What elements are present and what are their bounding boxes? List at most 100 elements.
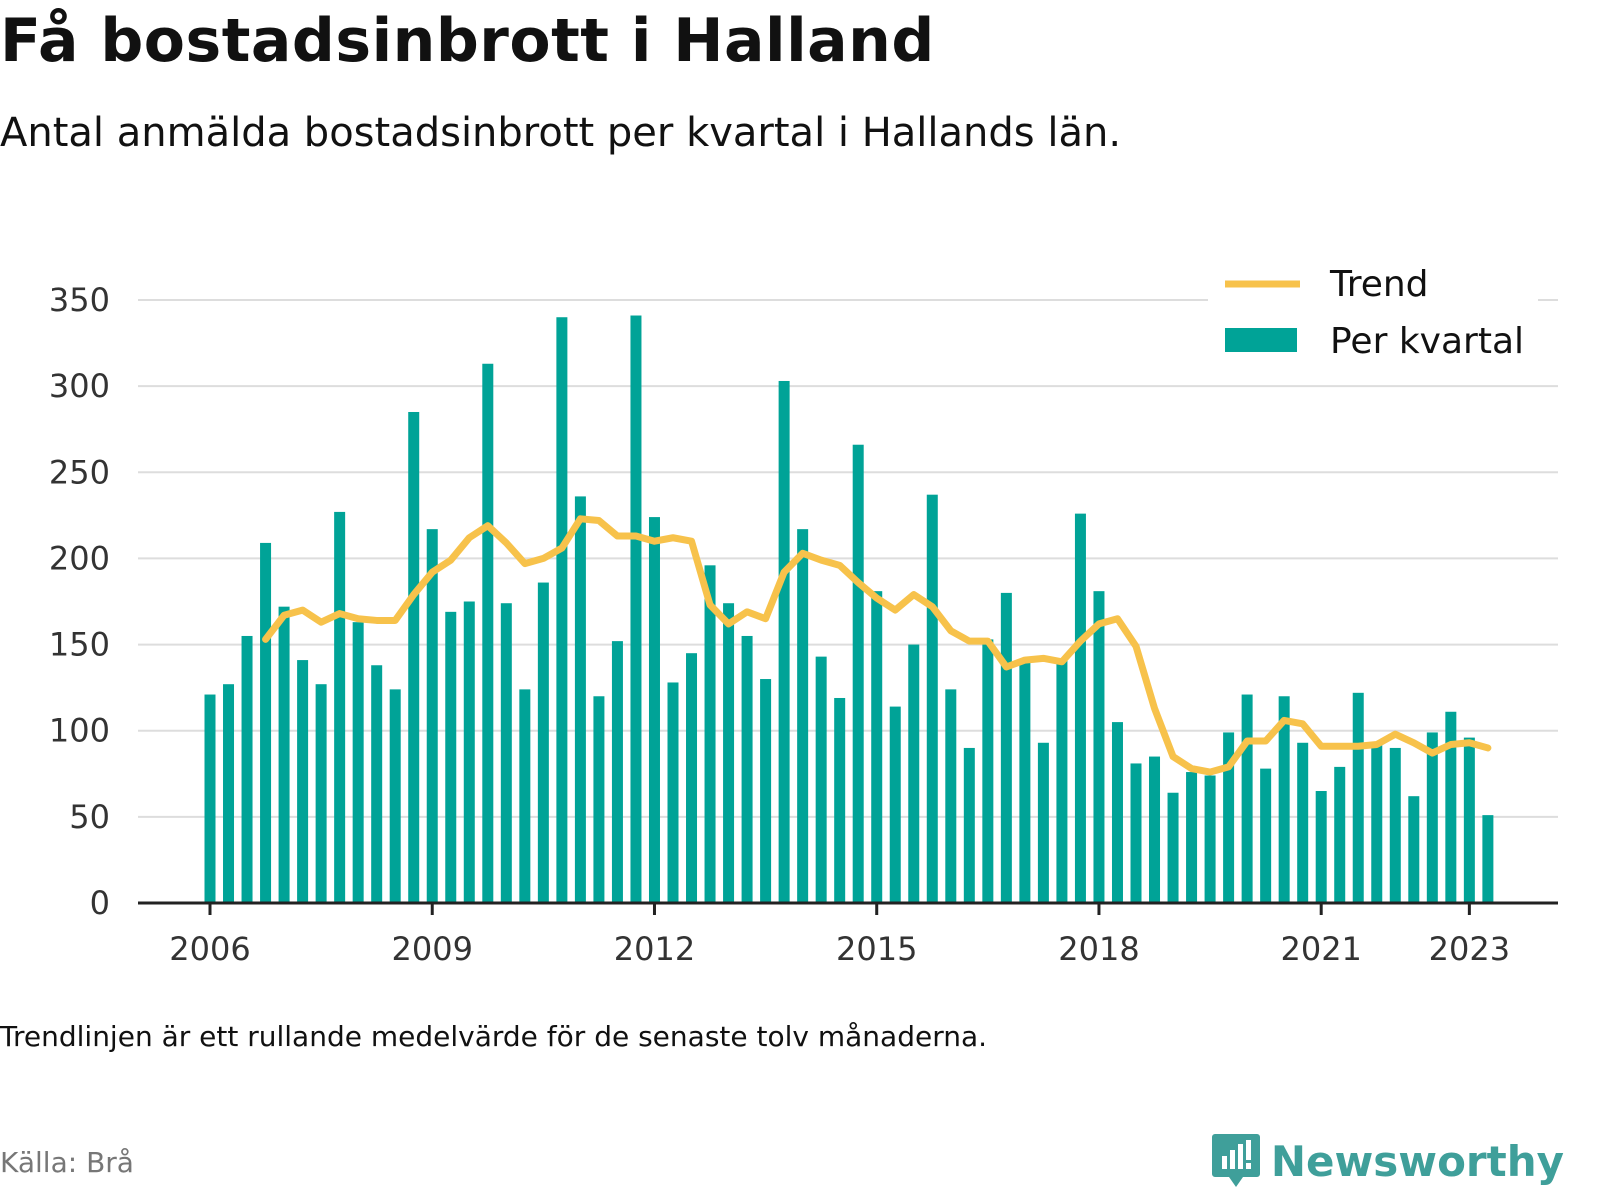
bar [556, 317, 568, 904]
bar [1074, 513, 1086, 903]
bar [1149, 756, 1161, 903]
bar [630, 315, 642, 903]
bar [445, 611, 457, 903]
bar [704, 565, 716, 903]
trend-line [262, 515, 1492, 776]
y-tick-label: 250 [49, 453, 110, 491]
legend-bar-swatch [1225, 328, 1297, 352]
bar [371, 665, 383, 903]
bar [982, 639, 994, 903]
bar [500, 603, 512, 903]
chart-note: Trendlinjen är ett rullande medelvärde f… [0, 1020, 988, 1053]
bar [1260, 768, 1272, 903]
y-tick-label: 300 [49, 367, 110, 405]
x-axis-ticks: 2006 2009 2012 2015 2018 2021 2023 [169, 903, 1510, 968]
bar [945, 689, 957, 903]
bar [889, 706, 901, 903]
bar [1278, 696, 1290, 903]
x-tick-label: 2021 [1280, 930, 1361, 968]
bar [1241, 694, 1253, 903]
bar [778, 380, 790, 904]
bar [519, 689, 531, 903]
bar [926, 494, 938, 903]
bar [1111, 722, 1123, 903]
bar [463, 601, 475, 903]
bar [1204, 775, 1216, 903]
bar [834, 697, 846, 903]
chart-title: Få bostadsinbrott i Halland [0, 6, 935, 76]
bar [1000, 592, 1012, 903]
chart-subtitle: Antal anmälda bostadsinbrott per kvartal… [0, 110, 1122, 156]
bar [204, 694, 216, 903]
bar [241, 635, 253, 903]
bar [1426, 732, 1438, 903]
bar [482, 363, 494, 903]
bar [1130, 763, 1142, 903]
bar [574, 496, 586, 903]
y-tick-label: 350 [49, 281, 110, 319]
bar [1037, 742, 1049, 903]
bar [667, 682, 679, 903]
bar [611, 641, 623, 903]
x-tick-label: 2015 [836, 930, 917, 968]
bar [1223, 732, 1235, 903]
bar [852, 444, 864, 903]
bar [426, 529, 438, 903]
grid-lines [138, 299, 1558, 818]
newsworthy-logo-icon [1211, 1134, 1260, 1187]
bar [1482, 815, 1494, 903]
legend-label-trend: Trend [1329, 264, 1429, 305]
bar [1186, 772, 1198, 903]
legend: Trend Per kvartal [1208, 262, 1538, 362]
bar [1167, 792, 1179, 903]
bar [260, 542, 272, 903]
bar [297, 660, 309, 903]
bar [723, 603, 735, 903]
bar [1297, 742, 1309, 903]
bar [1019, 661, 1031, 903]
bar [1408, 796, 1420, 903]
bar [223, 684, 235, 903]
y-tick-label: 0 [90, 884, 110, 922]
bar [334, 511, 346, 903]
x-tick-label: 2012 [614, 930, 695, 968]
bar [537, 582, 549, 903]
x-tick-label: 2018 [1058, 930, 1139, 968]
bar [1445, 711, 1457, 903]
bar [1315, 791, 1327, 903]
bar [760, 679, 772, 903]
y-axis-labels: 0 50 100 150 200 250 300 350 [49, 281, 110, 922]
source-label: Källa: Brå [0, 1146, 134, 1179]
bar [1371, 742, 1383, 903]
x-tick-label: 2006 [169, 930, 250, 968]
bar [352, 622, 364, 903]
bar [871, 591, 883, 903]
bar [315, 684, 327, 903]
legend-label-per-kvartal: Per kvartal [1330, 321, 1524, 362]
y-tick-label: 150 [49, 626, 110, 664]
bar [797, 529, 809, 903]
brand-name: Newsworthy [1270, 1136, 1564, 1186]
y-tick-label: 50 [69, 798, 110, 836]
bar [648, 517, 660, 903]
y-tick-label: 100 [49, 712, 110, 750]
x-tick-label: 2023 [1429, 930, 1510, 968]
bar [963, 747, 975, 903]
bar [815, 656, 827, 903]
bar [1056, 660, 1068, 903]
bar [408, 411, 420, 903]
y-tick-label: 200 [49, 539, 110, 577]
bar [1463, 737, 1475, 903]
x-tick-label: 2009 [392, 930, 473, 968]
bar-series-per-kvartal [204, 315, 1494, 904]
bar [741, 635, 753, 903]
bar [389, 689, 401, 903]
brand-logo: Newsworthy [1211, 1132, 1564, 1190]
bar [1093, 591, 1105, 903]
bar [1389, 747, 1401, 903]
bar [908, 644, 920, 903]
bar [593, 696, 605, 903]
bar [1334, 766, 1346, 903]
bar [686, 653, 698, 903]
